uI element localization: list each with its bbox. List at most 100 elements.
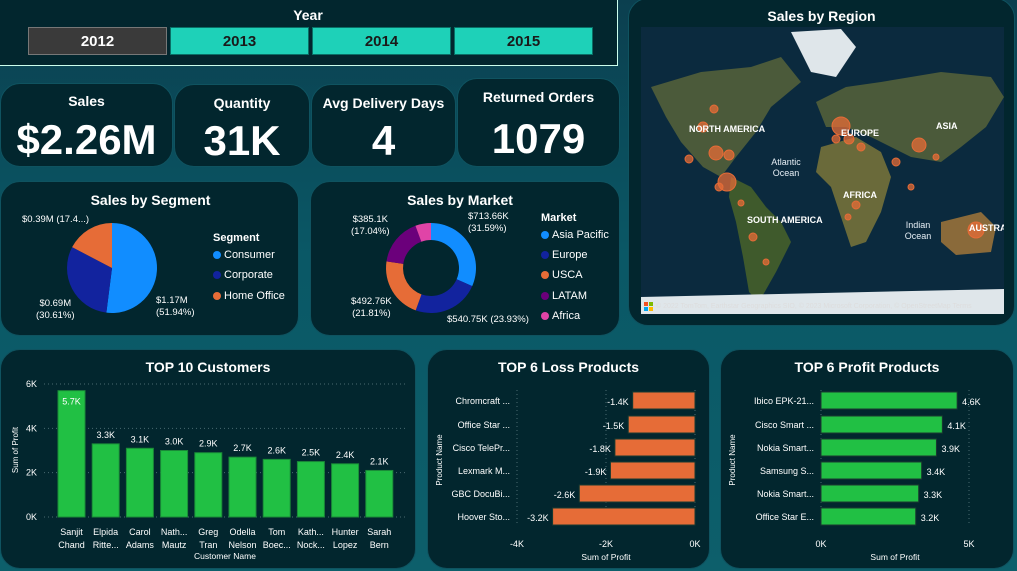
bar-gbc-docubi[interactable] [578,484,696,503]
sales-bubble[interactable] [723,149,735,161]
slice-latam[interactable] [386,225,422,264]
slice-asia-pacific[interactable] [431,223,476,287]
bar-tom-boec[interactable] [262,458,291,518]
map-canvas[interactable]: NORTH AMERICA EUROPE ASIA AFRICA SOUTH A… [641,27,1004,314]
map-label-atlantic-ocean: Atlantic Ocean [771,157,801,178]
y-tick-label: Ibico EPK-21... [754,396,814,406]
data-label: 2.9K [199,439,218,449]
legend-dot [213,271,221,279]
bar-chromcraft[interactable] [632,391,696,410]
bar-office-star-e[interactable] [820,507,917,526]
map-label-africa: AFRICA [843,190,877,200]
year-option-2013[interactable]: 2013 [170,27,309,55]
bar-sarah-bern[interactable] [365,469,394,518]
data-label: 2.5K [302,448,321,458]
legend-item-usca[interactable]: USCA [541,269,583,281]
microsoft-logo-icon [644,302,653,311]
y-tick-label: Office Star ... [458,420,510,430]
data-label-consumer: $1.17M (51.94%) [156,295,195,318]
slice-europe[interactable] [415,279,473,313]
sales-bubble[interactable] [762,258,770,266]
sales-bubble[interactable] [932,153,940,161]
map-title: Sales by Region [767,8,876,24]
data-label-asia-pacific: $713.66K (31.59%) [468,211,509,234]
kpi-label: Avg Delivery Days [322,95,445,111]
x-tick-label: Carol [129,527,151,537]
x-tick-label: Bern [370,540,389,550]
data-label: 2.6K [267,445,286,455]
kpi-label: Sales [68,93,105,109]
sales-bubble[interactable] [843,133,855,145]
legend-item-corporate[interactable]: Corporate [213,269,273,281]
sales-bubble[interactable] [967,221,985,239]
slice-corporate[interactable] [67,247,112,313]
sales-bubble[interactable] [717,172,737,192]
bar-hoover-sto[interactable] [552,507,696,526]
legend-title: Market [541,212,576,224]
x-tick-label: Lopez [333,540,358,550]
legend-item-home-office[interactable]: Home Office [213,290,285,302]
bar-cisco-telepr[interactable] [614,438,696,457]
sales-bubble[interactable] [851,200,861,210]
bar-lexmark-m[interactable] [609,461,696,480]
bar-kath-nock[interactable] [296,461,325,518]
sales-bubble[interactable] [831,116,851,136]
bar-nokia-smart[interactable] [820,438,937,457]
slice-consumer[interactable] [106,223,158,313]
y-tick-label: Hoover Sto... [457,512,510,522]
data-label: 3.2K [921,513,940,523]
bar-carol-adams[interactable] [125,447,154,518]
legend-item-africa[interactable]: Africa [541,310,580,322]
y-axis-title: Product Name [728,434,737,486]
segment-pie-chart [67,223,158,313]
data-label-latam: $385.1K (17.04%) [351,214,390,237]
bar-greg-tran[interactable] [194,452,223,518]
year-option-2014[interactable]: 2014 [312,27,451,55]
sales-bubble[interactable] [708,145,724,161]
bar-office-star[interactable] [627,415,696,434]
sales-bubble[interactable] [844,213,852,221]
x-axis-title: Sum of Profit [870,552,920,562]
slice-home-office[interactable] [72,223,112,268]
data-label: -1.8K [589,444,611,454]
sales-bubble[interactable] [907,183,915,191]
sales-bubble[interactable] [709,104,719,114]
legend-title: Segment [213,232,259,244]
sales-bubble[interactable] [748,232,758,242]
data-label: -1.9K [585,467,607,477]
data-label: 3.3K [924,490,943,500]
bar-ibico-epk-21[interactable] [820,391,958,410]
bar-sanjit-chand[interactable] [57,390,86,518]
sales-bubble[interactable] [891,157,901,167]
bar-nokia-smart[interactable] [820,484,920,503]
sales-bubble[interactable] [856,142,866,152]
bar-samsung-s[interactable] [820,461,923,480]
x-tick-label: Kath... [298,527,324,537]
x-tick-label: -2K [599,539,613,549]
legend-item-latam[interactable]: LATAM [541,290,587,302]
sales-bubble[interactable] [911,137,927,153]
world-map [641,29,1004,314]
sales-bubble[interactable] [684,154,694,164]
legend-item-europe[interactable]: Europe [541,249,587,261]
year-option-2015[interactable]: 2015 [454,27,593,55]
bar-cisco-smart[interactable] [820,415,943,434]
kpi-label: Returned Orders [482,89,595,105]
sales-bubble[interactable] [737,199,745,207]
legend-item-asia-pacific[interactable]: Asia Pacific [541,229,609,241]
x-tick-label: Nock... [297,540,325,550]
legend-item-consumer[interactable]: Consumer [213,249,275,261]
slice-africa[interactable] [415,223,431,242]
x-axis-title: Customer Name [194,551,256,561]
bar-hunter-lopez[interactable] [331,463,360,518]
bar-nath-mautz[interactable] [160,450,189,518]
data-label-usca: $492.76K (21.81%) [351,296,392,319]
bar-odella-nelson[interactable] [228,456,257,518]
year-option-2012[interactable]: 2012 [28,27,167,55]
bar-elpida-ritte[interactable] [91,443,120,518]
sales-bubble[interactable] [697,121,709,133]
top-customers-card: TOP 10 Customers 0K 2K 4K 6K Sum of Profit Cu… [0,349,416,569]
slice-usca[interactable] [386,261,422,311]
chart-title: Sales by Market [407,192,513,208]
sales-bubble[interactable] [831,134,841,144]
